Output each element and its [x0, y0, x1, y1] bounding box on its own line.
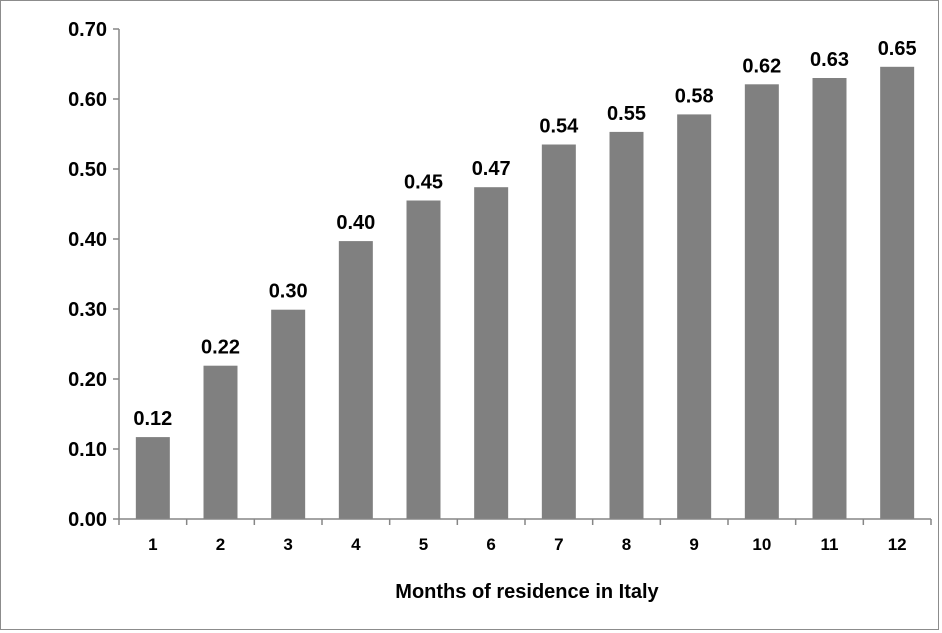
- bar-data-label: 0.62: [742, 55, 781, 77]
- x-tick-label: 6: [486, 535, 495, 554]
- x-tick-label: 5: [419, 535, 428, 554]
- data-labels: 0.12 0.22 0.30 0.40 0.45 0.47 0.54 0.55 0.58 0.62…: [133, 38, 916, 430]
- bars: [135, 66, 915, 520]
- bar: [474, 187, 509, 519]
- bar-data-label: 0.12: [133, 408, 172, 430]
- x-tick-label: 1: [148, 535, 157, 554]
- bar: [271, 309, 306, 519]
- y-tick-label: 0.10: [68, 439, 107, 461]
- y-tick-label: 0.40: [68, 229, 107, 251]
- bar: [812, 78, 847, 519]
- y-tick-label: 0.50: [68, 159, 107, 181]
- axes: [118, 29, 931, 520]
- y-axis-ticks: 0.00 0.10 0.20 0.30 0.40 0.50 0.60 0.70: [68, 19, 119, 531]
- bar-data-label: 0.47: [472, 158, 511, 180]
- bar-data-label: 0.58: [675, 85, 714, 107]
- y-tick-label: 0.00: [68, 509, 107, 531]
- y-tick-label: 0.20: [68, 369, 107, 391]
- bar: [677, 114, 712, 520]
- bar: [880, 66, 915, 520]
- x-tick-label: 12: [888, 535, 907, 554]
- x-tick-label: 4: [351, 535, 361, 554]
- x-tick-label: 9: [689, 535, 698, 554]
- bar-data-label: 0.45: [404, 172, 443, 194]
- x-tick-label: 2: [216, 535, 225, 554]
- y-tick-label: 0.60: [68, 89, 107, 111]
- bar: [338, 241, 373, 519]
- x-axis-title: Months of residence in Italy: [395, 581, 659, 603]
- x-tick-label: 3: [283, 535, 292, 554]
- bar-data-label: 0.40: [336, 212, 375, 234]
- x-tick-label: 11: [821, 535, 839, 554]
- y-tick-label: 0.30: [68, 299, 107, 321]
- x-axis-ticks: 1 2 3 4 5 6 7 8 9 10 11 12: [118, 519, 932, 554]
- bar-data-label: 0.30: [269, 281, 308, 303]
- bar-data-label: 0.22: [201, 337, 240, 359]
- x-tick-label: 7: [554, 535, 563, 554]
- y-tick-label: 0.70: [68, 19, 107, 41]
- bar-data-label: 0.65: [878, 38, 917, 60]
- bar: [541, 144, 576, 519]
- bar-data-label: 0.55: [607, 103, 646, 125]
- bar-data-label: 0.54: [539, 116, 579, 138]
- x-tick-label: 8: [622, 535, 631, 554]
- bar: [609, 131, 644, 519]
- bar: [135, 437, 170, 519]
- bar: [744, 84, 779, 520]
- x-tick-label: 10: [752, 535, 771, 554]
- bar-data-label: 0.63: [810, 49, 849, 71]
- bar: [203, 365, 238, 519]
- bar: [406, 200, 441, 519]
